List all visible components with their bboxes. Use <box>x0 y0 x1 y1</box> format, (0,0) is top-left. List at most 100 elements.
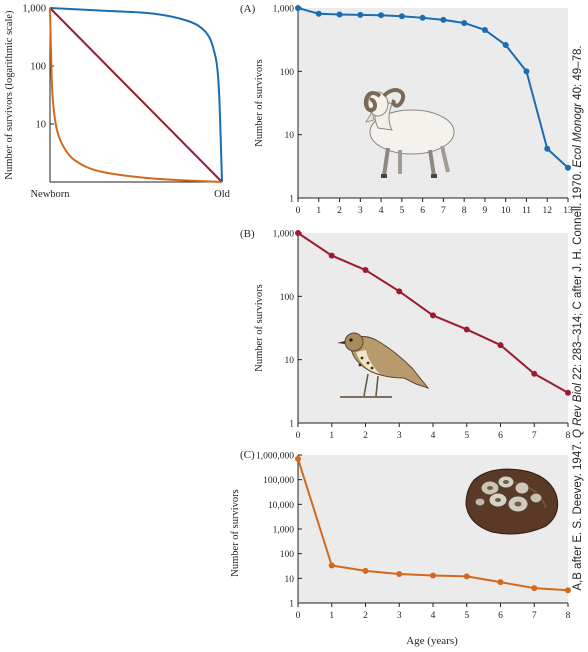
x-tick-label: 1 <box>329 611 334 621</box>
x-tick-label: 7 <box>532 611 537 621</box>
y-tick-label: 100 <box>280 293 295 303</box>
x-tick-label: Old <box>214 189 231 200</box>
panel-c-x-ticks: 0 1 2 3 4 5 6 7 8 <box>296 603 571 621</box>
panel-b-y-label: Number of survivors <box>254 284 265 372</box>
panel-c-x-label: Age (years) <box>406 635 458 647</box>
x-tick-label: 10 <box>501 206 511 216</box>
series-line <box>49 7 223 183</box>
series-line <box>49 7 223 183</box>
y-tick-label: 1 <box>289 420 294 430</box>
y-tick-label: 10 <box>285 575 295 585</box>
x-tick-label: 4 <box>379 206 384 216</box>
data-point <box>523 68 530 75</box>
data-point <box>295 230 301 236</box>
data-point <box>531 585 538 592</box>
data-point <box>497 342 504 349</box>
source-credit: A,B after E. S. Deevey. 1947. Q Rev Biol… <box>572 45 584 590</box>
y-tick-label: 1 <box>289 195 294 205</box>
x-tick-label: 3 <box>397 431 402 441</box>
x-tick-label: 3 <box>397 611 402 621</box>
data-point <box>430 312 436 319</box>
credit-journal-1: Q Rev Biol <box>572 383 584 438</box>
x-tick-label: 8 <box>462 206 467 216</box>
songbird-illustration <box>337 332 430 398</box>
x-tick-label: 13 <box>563 206 573 216</box>
y-tick-label: 1,000 <box>273 230 295 240</box>
x-tick-label: 2 <box>363 611 368 621</box>
panel-a-y-label: Number of survivors <box>254 59 265 147</box>
x-tick-label: 0 <box>296 611 301 621</box>
credit-mid: 22: 283–314; C after J. H. Connell. 1970… <box>572 171 584 380</box>
data-point <box>565 164 571 171</box>
panel-c-y-ticks: 1,000,000 100,000 10,000 1,000 100 10 1 <box>256 452 302 610</box>
panel-c-y-label: Number of survivors <box>230 489 241 577</box>
x-tick-label: 7 <box>441 206 446 216</box>
x-tick-label: 5 <box>399 206 404 216</box>
x-tick-label: 6 <box>420 206 425 216</box>
overview-y-ticks: 1,000 100 10 <box>22 4 54 131</box>
data-point <box>362 267 369 274</box>
x-tick-label: 0 <box>296 206 301 216</box>
panel-c-label: (C) <box>240 449 255 461</box>
x-tick-label: 6 <box>498 611 503 621</box>
data-point <box>502 42 509 49</box>
panel-b-plot-area <box>298 233 568 423</box>
data-point <box>461 19 468 26</box>
bighorn-ram-illustration <box>363 88 455 178</box>
data-point <box>440 16 447 23</box>
x-tick-label: 2 <box>363 431 368 441</box>
y-tick-label: 10 <box>285 356 295 366</box>
y-tick-label: 1,000 <box>273 526 295 536</box>
x-tick-label: Newborn <box>30 189 70 200</box>
x-tick-label: 9 <box>483 206 488 216</box>
data-point <box>430 572 436 579</box>
data-point <box>396 288 403 295</box>
y-tick-label: 10 <box>36 120 47 131</box>
x-tick-label: 12 <box>542 206 552 216</box>
data-point <box>328 252 335 259</box>
data-point <box>315 10 322 17</box>
panel-b-x-ticks: 0 1 2 3 4 5 6 7 8 <box>296 423 571 441</box>
data-point <box>481 26 488 33</box>
overview-x-ticks: Newborn Old <box>30 189 230 200</box>
data-point <box>565 587 571 594</box>
y-tick-label: 1,000 <box>22 4 46 15</box>
x-tick-label: 1 <box>329 431 334 441</box>
x-tick-label: 0 <box>296 431 301 441</box>
x-tick-label: 11 <box>522 206 531 216</box>
x-tick-label: 5 <box>464 611 469 621</box>
credit-prefix: A,B after E. S. Deevey. 1947. <box>572 441 584 590</box>
x-tick-label: 1 <box>316 206 321 216</box>
data-point <box>463 326 470 333</box>
data-point <box>463 573 470 580</box>
panel-c: (C) Number of survivors Age (years) 1,00… <box>230 449 571 647</box>
data-point <box>398 13 405 20</box>
x-tick-label: 2 <box>337 206 342 216</box>
data-point <box>328 562 335 569</box>
x-tick-label: 6 <box>498 431 503 441</box>
y-tick-label: 1,000 <box>273 5 295 15</box>
panel-c-series <box>295 455 571 594</box>
panel-a-series <box>295 5 571 171</box>
x-tick-label: 4 <box>431 611 436 621</box>
x-tick-label: 8 <box>566 611 571 621</box>
credit-journal-2: Ecol Monogr <box>572 102 584 168</box>
overview-panel: Number of survivors (logarithmic scale) … <box>4 4 231 201</box>
data-point <box>336 11 343 18</box>
series-line <box>49 7 223 183</box>
data-point <box>295 5 301 11</box>
panel-b-y-ticks: 1,000 100 10 1 <box>273 230 302 430</box>
data-point <box>419 14 426 21</box>
overview-series <box>49 7 223 183</box>
x-tick-label: 3 <box>358 206 363 216</box>
x-tick-label: 5 <box>464 431 469 441</box>
x-tick-label: 7 <box>532 431 537 441</box>
barnacles-illustration <box>465 468 559 535</box>
x-tick-label: 8 <box>566 431 571 441</box>
y-tick-label: 100,000 <box>263 476 294 486</box>
y-tick-label: 100 <box>280 550 295 560</box>
y-tick-label: 100 <box>30 62 46 73</box>
